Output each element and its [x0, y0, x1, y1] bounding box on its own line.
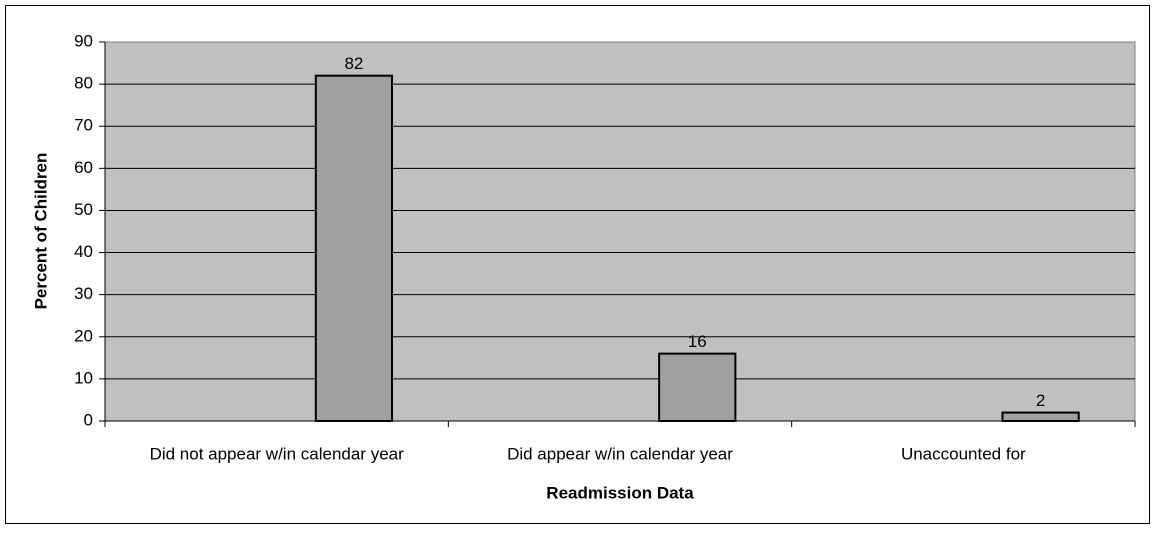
bar [1001, 411, 1080, 423]
bar [314, 74, 394, 422]
plot-area [104, 41, 1136, 422]
y-tick-label: 30 [74, 284, 93, 303]
bar [658, 352, 737, 422]
x-tick-label: Did not appear w/in calendar year [150, 444, 405, 463]
y-tick-label: 50 [74, 200, 93, 219]
x-tick-label: Unaccounted for [901, 444, 1026, 463]
y-tick-label: 10 [74, 368, 93, 387]
y-tick-label: 90 [74, 31, 93, 50]
y-tick-label: 70 [74, 116, 93, 135]
y-tick-label: 40 [74, 242, 93, 261]
y-tick-label: 20 [74, 326, 93, 345]
x-axis-label: Readmission Data [546, 483, 694, 502]
y-tick-label: 80 [74, 74, 93, 93]
y-axis-label: Percent of Children [31, 153, 50, 310]
data-label: 82 [344, 54, 363, 73]
y-tick-label: 0 [84, 410, 93, 429]
x-tick-label: Did appear w/in calendar year [507, 444, 733, 463]
data-label: 2 [1036, 391, 1045, 410]
y-tick-label: 60 [74, 158, 93, 177]
data-label: 16 [688, 332, 707, 351]
